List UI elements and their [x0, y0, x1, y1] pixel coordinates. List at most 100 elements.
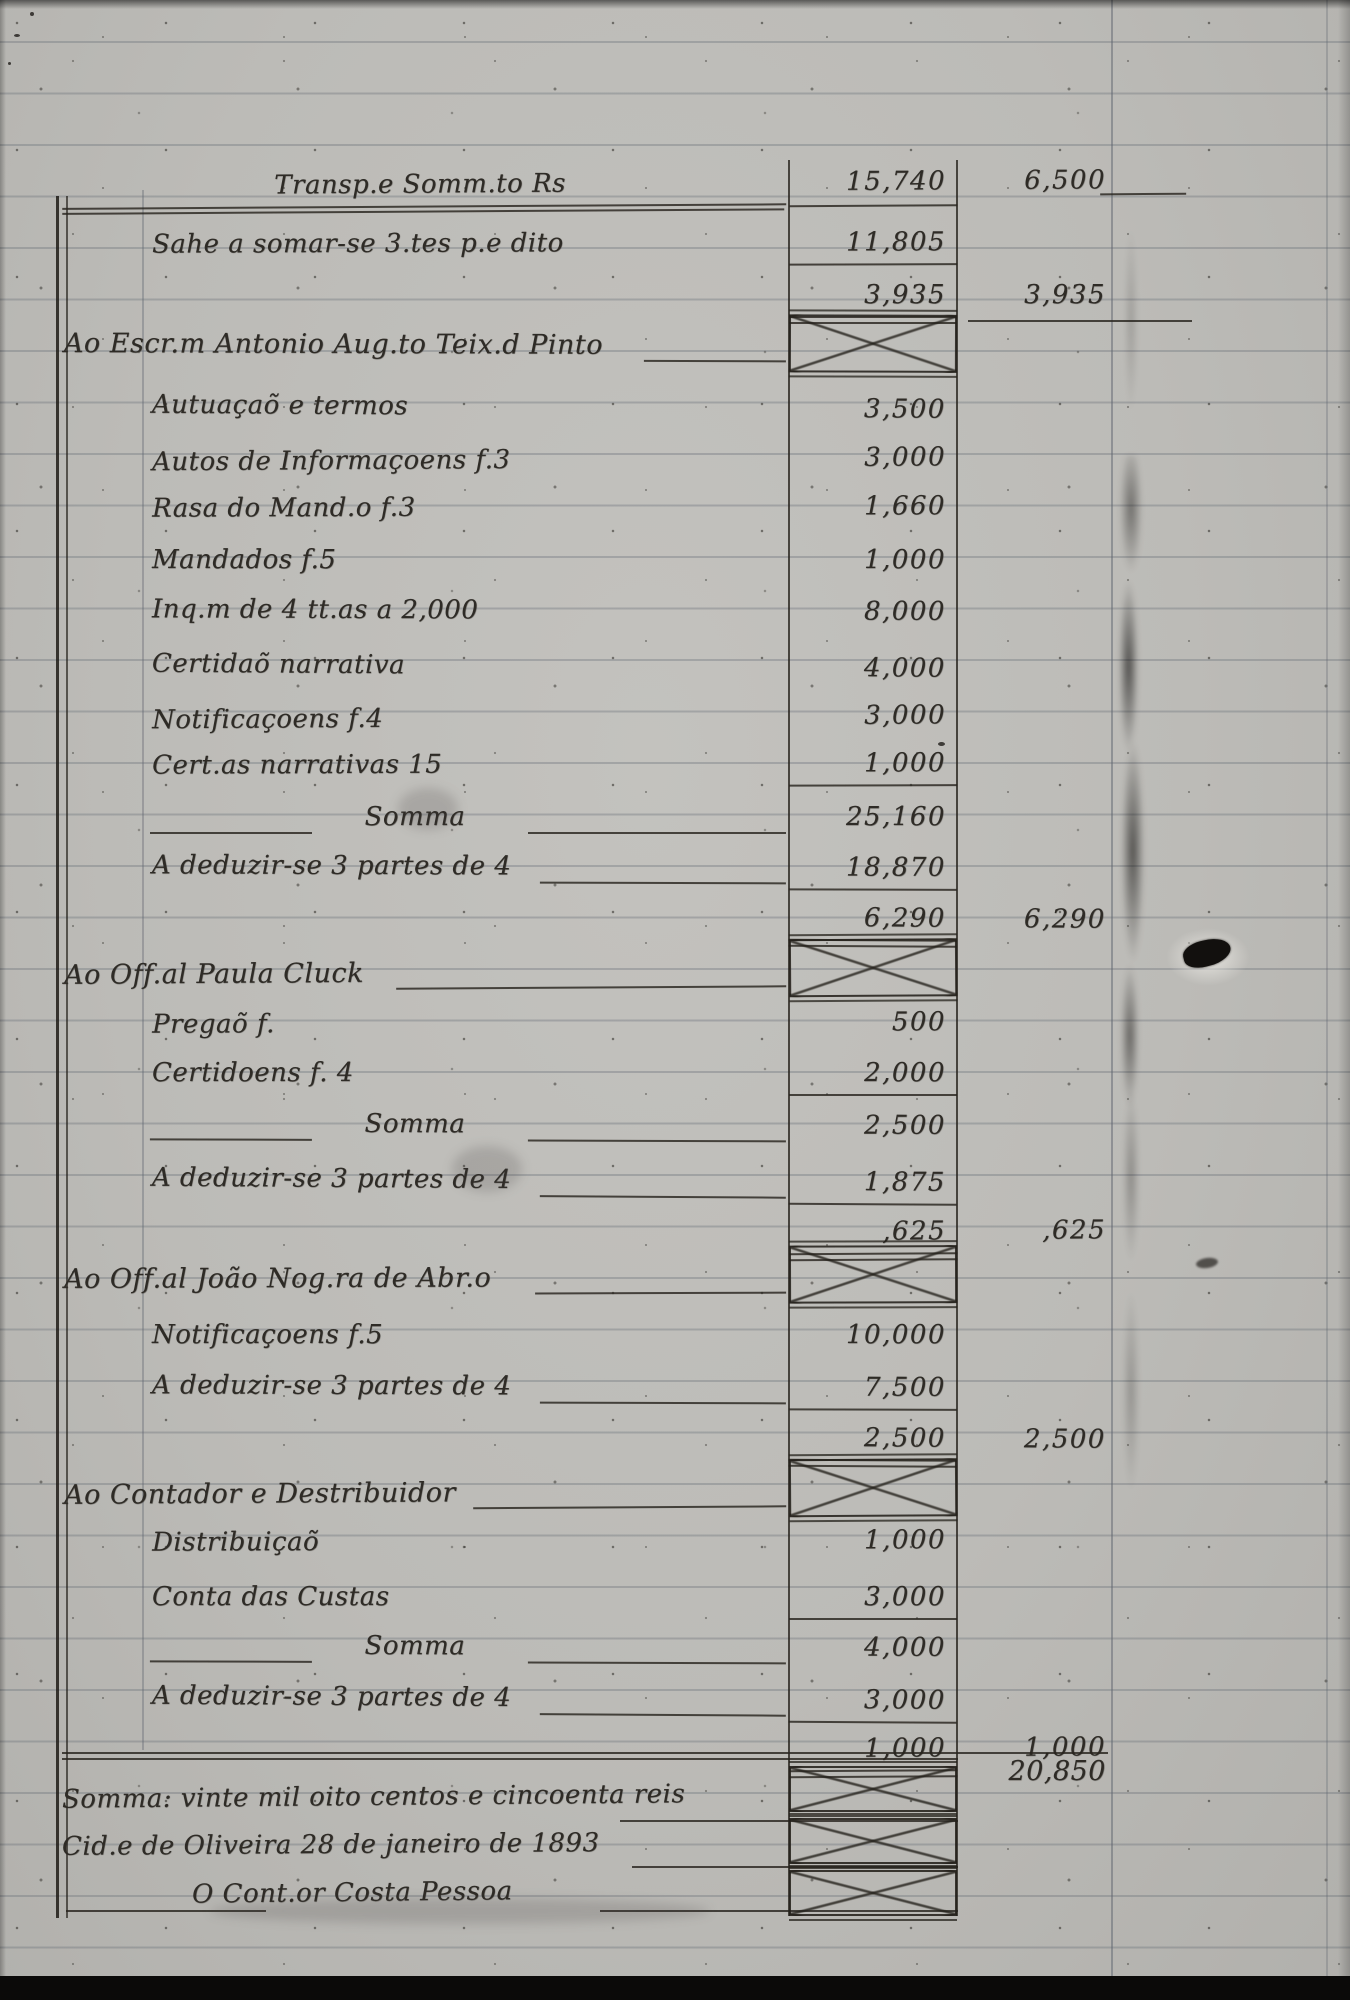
speck — [938, 742, 945, 746]
ink-rule — [539, 881, 786, 885]
amount-col1: 18,870 — [845, 852, 946, 883]
footer-top-rule-2 — [62, 1758, 958, 1760]
amount-col1: 3,000 — [864, 1582, 946, 1612]
amount-col1: 15,740 — [846, 166, 947, 197]
ledger-row-item: Cert.as narrativas 15 1,000 — [0, 747, 1350, 787]
ledger-row-heading: Ao Off.al João Nog.ra de Abr.o — [0, 1245, 1350, 1304]
speck — [30, 12, 34, 16]
crossed-box — [789, 1761, 957, 1817]
ledger-row-heading: Ao Contador e Destribuidor — [0, 1458, 1350, 1518]
entry-label: A deduzir-se 3 partes de 4 — [151, 1162, 512, 1195]
amount-col1: 2,500 — [863, 1423, 946, 1454]
ledger-row-item: Sahe a somar-se 3.tes p.e dito 11,805 — [0, 226, 1350, 266]
entry-label: Pregaõ f. — [152, 1009, 275, 1040]
footer-signature: O Cont.or Costa Pessoa — [191, 1876, 513, 1910]
ledger-row-sum: Somma 4,000 — [0, 1630, 1350, 1665]
entry-label: Autos de Informaçoens f.3 — [152, 445, 511, 478]
ink-blot-small — [1195, 1256, 1219, 1270]
ink-rule — [789, 1618, 957, 1620]
scan-edge-right — [1338, 0, 1350, 2000]
amount-col1: 500 — [891, 1007, 947, 1038]
amount-column-right-line — [956, 160, 958, 1916]
ruled-vertical-far-right — [1326, 0, 1328, 1976]
entry-label: Autuaçaõ e termos — [151, 389, 409, 422]
ledger-row-sum: Somma 2,500 — [0, 1108, 1350, 1143]
crossed-box — [789, 1865, 957, 1921]
scan-edge-left — [0, 0, 6, 2000]
amount-col2: 2,500 — [1023, 1424, 1106, 1455]
scan-bottom-bar — [0, 1976, 1350, 2000]
entry-label: Ao Off.al João Nog.ra de Abr.o — [64, 1262, 492, 1295]
entry-label: Inq.m de 4 tt.as a 2,000 — [151, 594, 479, 626]
amount-col1: 1,000 — [864, 748, 947, 779]
ledger-row-heading: Ao Escr.m Antonio Aug.to Teix.d Pinto — [0, 314, 1350, 373]
ink-rule — [396, 985, 787, 990]
footer-total-amount: 20,850 — [1008, 1756, 1106, 1787]
amount-col2: 3,935 — [1024, 280, 1106, 310]
amount-col1: 6,290 — [863, 903, 946, 934]
amount-col1: 3,000 — [863, 1685, 946, 1716]
ledger-row-item: Autos de Informaçoens f.3 3,000 — [0, 440, 1350, 477]
entry-label: Ao Contador e Destribuidor — [64, 1477, 457, 1511]
entry-label: Cert.as narrativas 15 — [152, 749, 443, 781]
amount-col1: 25,160 — [846, 802, 946, 832]
entry-label: Somma — [364, 1631, 466, 1662]
ink-rule — [539, 1195, 786, 1199]
ink-rule — [149, 1138, 312, 1141]
amount-col1: 3,935 — [864, 280, 946, 310]
ledger-row-deduct: A deduzir-se 3 partes de 4 7,500 — [0, 1370, 1350, 1411]
frame-left-outer — [56, 196, 59, 1918]
ink-rule — [527, 1661, 786, 1665]
amount-col2: 6,500 — [1024, 165, 1107, 196]
scan-edge-top — [0, 0, 1350, 9]
ledger-row-result: 6,290 6,290 — [0, 898, 1350, 948]
amount-col2: 6,290 — [1023, 904, 1106, 935]
ink-rule — [528, 832, 786, 834]
ink-rule — [1100, 192, 1187, 196]
crossed-box — [788, 1458, 958, 1518]
ink-rule — [788, 1720, 957, 1724]
ink-rule — [788, 1408, 957, 1411]
entry-label: Distribuiçaõ — [152, 1527, 320, 1558]
entry-label: Rasa do Mand.o f.3 — [152, 492, 416, 524]
entry-label: Ao Escr.m Antonio Aug.to Teix.d Pinto — [63, 328, 604, 361]
crossed-box — [788, 1245, 958, 1304]
ink-rule — [968, 320, 1192, 322]
ledger-row-result: 2,500 2,500 — [0, 1418, 1350, 1468]
ink-rule — [473, 1505, 787, 1510]
entry-label: A deduzir-se 3 partes de 4 — [151, 1370, 512, 1402]
crossed-box — [788, 314, 958, 373]
ink-smudge-streak — [1116, 455, 1146, 1115]
entry-label: A deduzir-se 3 partes de 4 — [151, 1680, 512, 1713]
amount-col1: 4,000 — [863, 653, 946, 684]
amount-col1: 11,805 — [846, 227, 947, 258]
crossed-box — [789, 1813, 957, 1869]
margin-line — [142, 190, 144, 1750]
entry-label: Certidaõ narrativa — [151, 648, 406, 681]
ink-rule — [535, 1291, 787, 1295]
ruled-vertical-right — [1111, 0, 1113, 1976]
amount-col1: 2,000 — [864, 1058, 946, 1088]
frame-left-inner — [66, 196, 68, 1918]
footer-top-rule — [62, 1752, 1108, 1754]
amount-col1: 8,000 — [863, 596, 946, 627]
ink-rule — [539, 1401, 786, 1405]
ledger-row-deduct: A deduzir-se 3 partes de 4 3,000 — [0, 1680, 1350, 1724]
amount-col1: 7,500 — [863, 1372, 946, 1403]
ledger-row-result: ,625 ,625 — [0, 1214, 1350, 1262]
ink-rule — [150, 832, 312, 834]
speck — [8, 62, 11, 65]
entry-label: Somma — [364, 1109, 466, 1140]
amount-col1: 1,875 — [863, 1167, 946, 1198]
entry-label: Ao Off.al Paula Cluck — [64, 957, 365, 991]
amount-col1: 3,500 — [863, 394, 946, 425]
amount-col2: ,625 — [1042, 1215, 1107, 1246]
amount-col1: 2,500 — [863, 1110, 946, 1141]
amount-col1: 10,000 — [846, 1320, 946, 1350]
entry-label: Certidoens f. 4 — [152, 1058, 354, 1088]
amount-col1: 3,000 — [864, 700, 947, 731]
ledger-row-deduct: A deduzir-se 3 partes de 4 1,875 — [0, 1162, 1350, 1206]
ink-rule — [788, 888, 957, 891]
entry-label: Notificaçoens f.5 — [152, 1320, 384, 1350]
